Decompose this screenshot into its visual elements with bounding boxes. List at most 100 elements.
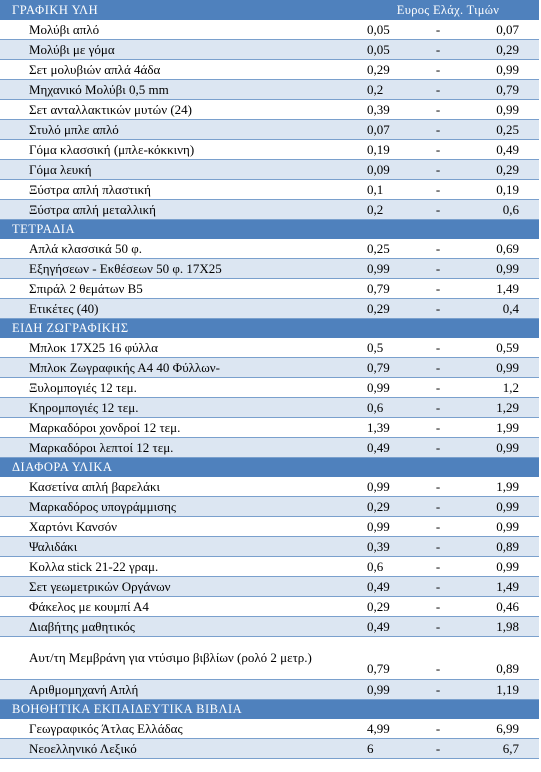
item-row: Μαρκαδόροι λεπτοί 12 τεμ. 0,49-0,99	[0, 437, 540, 458]
range-separator: -	[414, 536, 462, 557]
range-separator: -	[414, 476, 462, 497]
item-min-price: 0,79	[357, 357, 414, 378]
item-max-price: 1,99	[462, 417, 540, 438]
price-range-column-header: Ευρος Ελάχ. Τιμών	[357, 0, 540, 20]
item-name: Σπιράλ 2 θεμάτων Β5	[0, 278, 357, 299]
item-name: Ξυλομπογιές 12 τεμ.	[0, 377, 357, 398]
range-separator: -	[414, 516, 462, 537]
range-separator: -	[414, 79, 462, 100]
item-min-price: 0,19	[357, 139, 414, 160]
item-row: Μολύβι απλό 0,05-0,07	[0, 19, 540, 40]
item-row: Μπλοκ Ζωγραφικής Α4 40 Φύλλων- 0,79-0,99	[0, 357, 540, 378]
item-row: Φάκελος με κουμπί Α4 0,29-0,46	[0, 596, 540, 617]
item-max-price: 0,79	[462, 79, 540, 100]
item-row: Χαρτόνι Κανσόν 0,99-0,99	[0, 516, 540, 537]
item-name: Κολλα stick 21-22 γραμ.	[0, 556, 357, 577]
range-separator: -	[414, 19, 462, 40]
item-min-price: 0,29	[357, 298, 414, 319]
item-max-price: 0,07	[462, 19, 540, 40]
section-header-row: ΔΙΑΦΟΡΑ ΥΛΙΚΑ	[0, 457, 540, 477]
range-separator: -	[414, 278, 462, 299]
range-separator: -	[414, 616, 462, 637]
range-separator: -	[414, 437, 462, 458]
item-min-price: 0,6	[357, 397, 414, 418]
item-name: Ξύστρα απλή πλαστική	[0, 179, 357, 200]
item-name: Μαρκαδόροι χονδροί 12 τεμ.	[0, 417, 357, 438]
item-min-price: 0,5	[357, 337, 414, 358]
item-min-price: 0,2	[357, 199, 414, 220]
item-max-price: 0,89	[462, 636, 540, 680]
item-max-price: 0,4	[462, 298, 540, 319]
item-name: Ξύστρα απλή μεταλλική	[0, 199, 357, 220]
item-name: Αριθμομηχανή Απλή	[0, 679, 357, 700]
item-name: Εξηγήσεων - Εκθέσεων 50 φ. 17Χ25	[0, 258, 357, 279]
item-max-price: 0,99	[462, 258, 540, 279]
range-separator: -	[414, 679, 462, 700]
item-row: Μαρκαδόροι χονδροί 12 τεμ. 1,39-1,99	[0, 417, 540, 438]
range-separator: -	[414, 337, 462, 358]
range-separator: -	[414, 417, 462, 438]
range-separator: -	[414, 179, 462, 200]
item-row: Γόμα κλασσική (μπλε-κόκκινη) 0,19-0,49	[0, 139, 540, 160]
item-row: Στυλό μπλε απλό 0,07-0,25	[0, 119, 540, 140]
item-row: Αριθμομηχανή Απλή 0,99-1,19	[0, 679, 540, 700]
item-min-price: 0,09	[357, 159, 414, 180]
section-header-row: ΤΕΤΡΑΔΙΑ	[0, 219, 540, 239]
item-max-price: 0,6	[462, 199, 540, 220]
range-separator: -	[414, 636, 462, 680]
item-row: Εξηγήσεων - Εκθέσεων 50 φ. 17Χ25 0,99-0,9…	[0, 258, 540, 279]
range-separator: -	[414, 159, 462, 180]
item-min-price: 0,99	[357, 679, 414, 700]
item-row: Αυτ/τη Μεμβράνη για ντύσιμο βιβλίων (ρολ…	[0, 636, 540, 680]
section-header-row: ΕΙΔΗ ΖΩΓΡΑΦΙΚΗΣ	[0, 318, 540, 338]
item-name: Στυλό μπλε απλό	[0, 119, 357, 140]
item-max-price: 6,7	[462, 738, 540, 759]
item-max-price: 0,46	[462, 596, 540, 617]
item-name: Αυτ/τη Μεμβράνη για ντύσιμο βιβλίων (ρολ…	[0, 636, 357, 680]
item-min-price: 0,49	[357, 616, 414, 637]
item-max-price: 1,98	[462, 616, 540, 637]
range-separator: -	[414, 99, 462, 120]
item-name: Σετ μολυβιών απλά 4άδα	[0, 59, 357, 80]
item-name: Μολύβι απλό	[0, 19, 357, 40]
item-min-price: 0,99	[357, 258, 414, 279]
item-name: Διαβήτης μαθητικός	[0, 616, 357, 637]
item-min-price: 0,25	[357, 238, 414, 259]
range-separator: -	[414, 496, 462, 517]
item-row: Μολύβι με γόμα 0,05-0,29	[0, 39, 540, 60]
range-separator: -	[414, 119, 462, 140]
range-separator: -	[414, 59, 462, 80]
item-min-price: 0,07	[357, 119, 414, 140]
item-row: Κηρομπογιές 12 τεμ. 0,6-1,29	[0, 397, 540, 418]
item-min-price: 6	[357, 738, 414, 759]
item-max-price: 0,99	[462, 516, 540, 537]
range-separator: -	[414, 397, 462, 418]
item-max-price: 0,29	[462, 159, 540, 180]
item-name: Απλά κλασσικά 50 φ.	[0, 238, 357, 259]
item-row: Σετ μολυβιών απλά 4άδα 0,29-0,99	[0, 59, 540, 80]
item-min-price: 0,79	[357, 636, 414, 680]
item-max-price: 0,99	[462, 556, 540, 577]
item-row: Ξύστρα απλή μεταλλική 0,2-0,6	[0, 199, 540, 220]
item-row: Μαρκαδόρος υπογράμμισης 0,29-0,99	[0, 496, 540, 517]
item-max-price: 0,99	[462, 99, 540, 120]
item-min-price: 0,39	[357, 99, 414, 120]
item-row: Σπιράλ 2 θεμάτων Β5 0,79-1,49	[0, 278, 540, 299]
item-max-price: 0,89	[462, 536, 540, 557]
item-name: Φάκελος με κουμπί Α4	[0, 596, 357, 617]
range-separator: -	[414, 139, 462, 160]
item-row: Ετικέτες (40) 0,29-0,4	[0, 298, 540, 319]
range-separator: -	[414, 377, 462, 398]
item-min-price: 0,29	[357, 59, 414, 80]
item-min-price: 0,1	[357, 179, 414, 200]
range-separator: -	[414, 258, 462, 279]
item-name: Ετικέτες (40)	[0, 298, 357, 319]
item-min-price: 0,39	[357, 536, 414, 557]
range-separator: -	[414, 39, 462, 60]
item-name: Γόμα λευκή	[0, 159, 357, 180]
item-row: Νεοελληνικό Λεξικό 6-6,7	[0, 738, 540, 759]
item-row: Μηχανικό Μολύβι 0,5 mm 0,2-0,79	[0, 79, 540, 100]
item-min-price: 0,99	[357, 476, 414, 497]
range-separator: -	[414, 199, 462, 220]
item-max-price: 1,19	[462, 679, 540, 700]
